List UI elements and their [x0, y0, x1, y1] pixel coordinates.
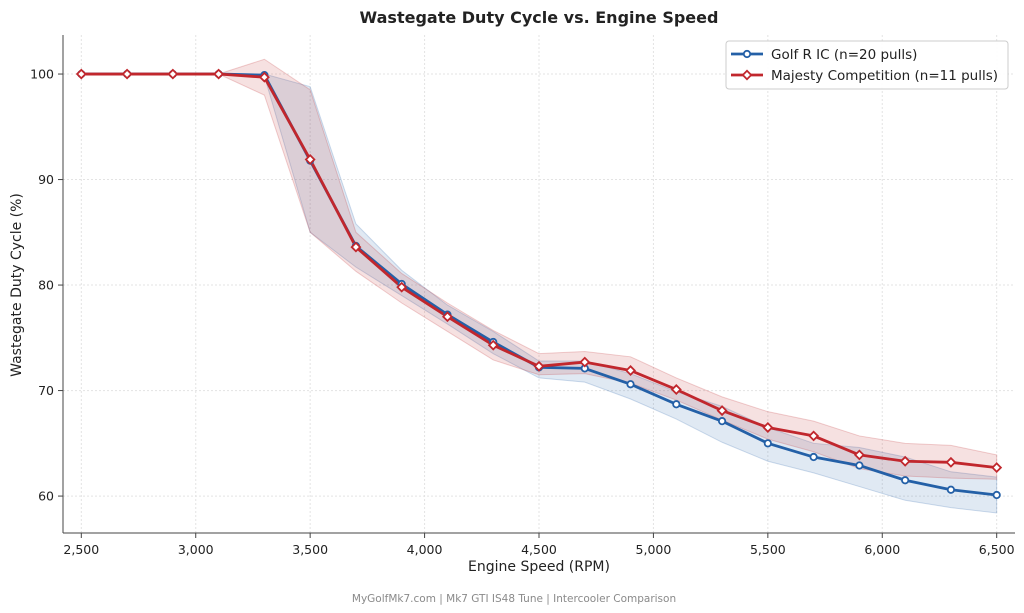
data-point-series-1 — [899, 455, 911, 467]
x-axis-label: Engine Speed (RPM) — [468, 559, 610, 575]
legend-marker-golf-r — [742, 49, 752, 59]
data-point-series-0 — [763, 439, 772, 448]
footer-caption: MyGolfMk7.com | Mk7 GTI IS48 Tune | Inte… — [352, 593, 676, 605]
x-tick-label: 5,000 — [636, 542, 672, 557]
data-point-series-1 — [441, 311, 453, 323]
data-point-series-1 — [533, 360, 545, 372]
data-point-series-0 — [946, 485, 956, 494]
x-tick-layer: 2,500 3,000 3,500 4,000 4,500 5,000 5,500 6,000… — [63, 533, 1015, 557]
data-point-series-0 — [809, 452, 818, 462]
data-point-series-0 — [672, 400, 681, 409]
y-tick-label: 80 — [38, 278, 54, 293]
legend-marker-majesty — [741, 69, 753, 81]
y-tick-label: 60 — [38, 489, 54, 504]
data-point-series-0 — [855, 461, 864, 470]
x-tick-label: 2,500 — [63, 542, 99, 557]
legend-label-majesty: Majesty Competition (n=11 pulls) — [771, 68, 998, 84]
legend: Golf R IC (n=20 pulls) Majesty Competiti… — [725, 40, 1009, 90]
data-point-series-1 — [350, 241, 362, 253]
x-tick-label: 5,500 — [750, 542, 786, 557]
data-point-series-1 — [625, 365, 637, 376]
series-marker-layer — [75, 68, 1003, 500]
data-point-series-1 — [991, 462, 1003, 474]
data-point-series-1 — [487, 339, 499, 351]
data-point-series-0 — [717, 417, 727, 426]
data-point-series-1 — [762, 422, 774, 433]
y-tick-layer: 60 70 80 90 100 — [30, 67, 63, 504]
y-axis-label: Wastegate Duty Cycle (%) — [9, 193, 25, 377]
data-point-series-1 — [716, 405, 728, 417]
legend-label-golf-r: Golf R IC (n=20 pulls) — [771, 47, 917, 63]
data-point-series-0 — [626, 380, 635, 389]
x-tick-label: 4,500 — [521, 542, 557, 557]
data-point-series-0 — [992, 490, 1001, 500]
x-tick-label: 6,000 — [864, 542, 900, 557]
data-point-series-1 — [258, 71, 270, 83]
data-point-series-1 — [213, 68, 225, 80]
chart-title: Wastegate Duty Cycle vs. Engine Speed — [360, 8, 719, 27]
data-point-series-1 — [579, 356, 591, 368]
data-point-series-1 — [121, 68, 133, 80]
y-tick-label: 70 — [38, 383, 54, 398]
data-point-series-1 — [853, 449, 865, 461]
x-tick-label: 6,500 — [979, 542, 1015, 557]
x-tick-label: 4,000 — [407, 542, 443, 557]
data-point-series-1 — [808, 430, 820, 442]
data-point-series-1 — [304, 154, 316, 165]
data-point-series-1 — [670, 384, 682, 395]
data-point-series-1 — [396, 281, 408, 293]
data-point-series-1 — [945, 456, 957, 468]
y-tick-label: 90 — [38, 172, 54, 187]
x-tick-label: 3,500 — [292, 542, 328, 557]
x-tick-label: 3,000 — [178, 542, 214, 557]
data-point-series-1 — [75, 68, 87, 80]
y-tick-label: 100 — [30, 67, 54, 82]
data-point-series-1 — [167, 68, 179, 80]
data-point-series-0 — [901, 476, 910, 485]
legend-box — [725, 40, 1009, 90]
